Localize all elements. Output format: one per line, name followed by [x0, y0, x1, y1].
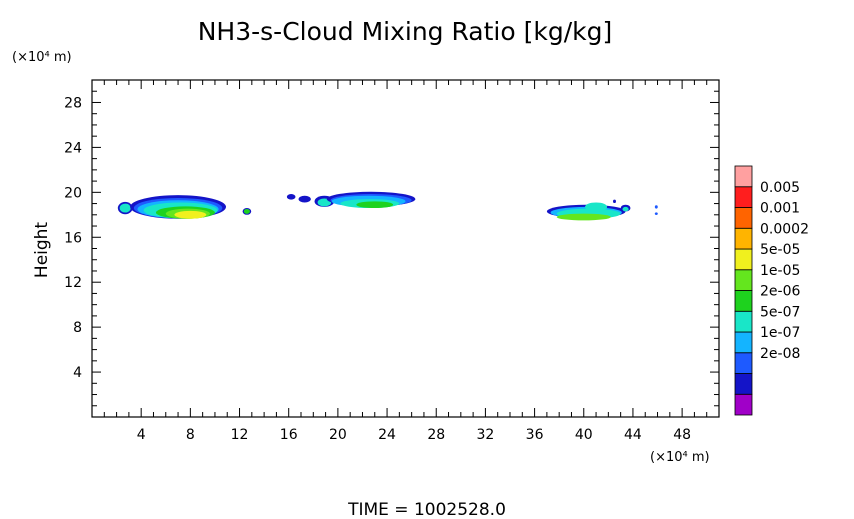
y-axis-label: Height [32, 222, 52, 279]
contour-region-19 [356, 201, 394, 209]
colorbar-swatch-9 [734, 207, 753, 229]
colorbar-label: 2e-08 [760, 346, 800, 362]
colorbar-swatch-1 [734, 373, 753, 395]
contour-region-11 [286, 194, 296, 200]
contour-region-1 [119, 203, 131, 213]
colorbar-swatch-11 [734, 165, 753, 188]
x-tick-label: 24 [378, 427, 396, 443]
colorbar-label: 5e-07 [760, 304, 800, 320]
colorbar-labels: 0.005 0.001 0.0002 5e-05 1e-05 2e-06 5e-07 1e-0… [760, 180, 809, 362]
y-tick-label: 8 [73, 320, 82, 336]
axis-ticks [92, 80, 719, 417]
x-tick-label: 40 [575, 427, 593, 443]
colorbar-swatch-0 [734, 393, 753, 416]
colorbar-label: 0.0002 [760, 221, 809, 237]
colorbar-swatch-3 [734, 331, 753, 354]
x-axis-unit: (×10⁴ m) [650, 450, 710, 465]
colorbar-label: 0.005 [760, 180, 800, 196]
x-tick-label: 4 [137, 427, 146, 443]
contour-region-24 [584, 202, 608, 212]
x-tick-label: 36 [526, 427, 544, 443]
colorbar-swatch-5 [734, 290, 753, 312]
plot-frame [91, 79, 720, 418]
contour-region-23 [556, 213, 611, 221]
colorbar-swatch-7 [734, 248, 753, 271]
contour-region-29 [613, 199, 616, 204]
contour-region-12 [298, 195, 311, 203]
y-tick-label: 4 [73, 365, 82, 381]
contour-region-10 [243, 208, 250, 214]
colorbar-label: 1e-05 [760, 263, 800, 279]
x-tick-label: 32 [476, 427, 494, 443]
contour-region-8 [174, 210, 207, 219]
time-label: TIME = 1002528.0 [347, 500, 506, 519]
contour-region-27 [654, 205, 658, 209]
colorbar-swatch-6 [734, 269, 753, 291]
x-tick-label: 8 [186, 427, 195, 443]
colorbar-label: 5e-05 [760, 242, 800, 258]
colorbar-label: 1e-07 [760, 325, 800, 341]
x-tick-label: 28 [427, 427, 445, 443]
x-tick-label: 44 [624, 427, 642, 443]
contour-region-28 [654, 212, 658, 216]
x-tick-label: 48 [673, 427, 691, 443]
colorbar-swatch-4 [734, 310, 753, 333]
x-tick-label: 20 [329, 427, 347, 443]
x-tick-label: 12 [231, 427, 249, 443]
colorbar-swatch-8 [734, 227, 753, 250]
x-tick-label: 16 [280, 427, 298, 443]
colorbar-label: 0.001 [760, 201, 800, 217]
y-tick-label: 12 [64, 275, 82, 291]
colorbar-swatch-2 [734, 352, 753, 374]
y-tick-label: 28 [64, 95, 82, 111]
y-tick-label: 24 [64, 140, 82, 156]
contour-region-26 [622, 206, 629, 212]
y-tick-label: 16 [64, 230, 82, 246]
colorbar-label: 2e-06 [760, 284, 800, 300]
y-tick-label: 20 [64, 185, 82, 201]
contour-regions [117, 191, 658, 221]
colorbar [734, 165, 753, 416]
chart-title: NH3-s-Cloud Mixing Ratio [kg/kg] [198, 17, 613, 46]
y-axis-unit: (×10⁴ m) [12, 50, 72, 65]
colorbar-swatch-10 [734, 186, 753, 208]
